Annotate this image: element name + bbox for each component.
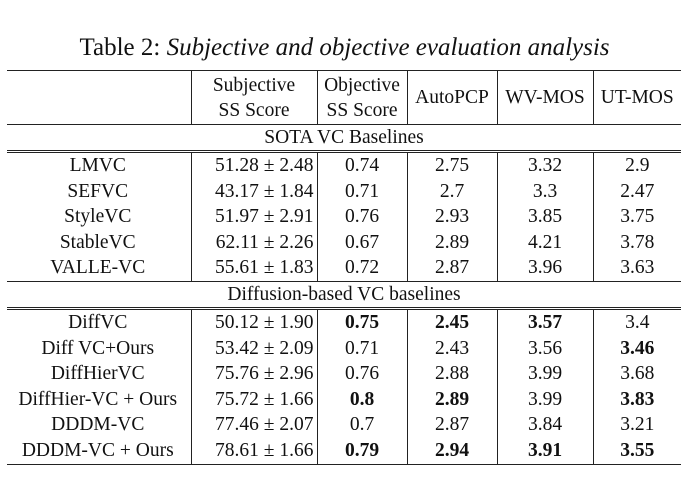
column-header: UT-MOS bbox=[592, 70, 681, 125]
value-cell: 2.75 bbox=[406, 149, 497, 179]
method-name-cell: StyleVC bbox=[64, 206, 132, 228]
value-cell: 3.96 bbox=[496, 255, 593, 282]
method-name-cell: DiffHier-VC + Ours bbox=[18, 388, 178, 410]
caption-title: Subjective and objective evaluation anal… bbox=[166, 34, 610, 61]
method-name-cell: DDDM-VC bbox=[51, 414, 145, 436]
value-cell: 50.12 ± 1.90 bbox=[190, 306, 317, 336]
method-name-cell: LMVC bbox=[7, 149, 191, 179]
value-cell: 2.87 bbox=[406, 255, 497, 282]
value-cell: 3.68 bbox=[592, 361, 681, 387]
table-row: VALLE-VC 55.61 ± 1.83 0.72 2.87 3.96 3.63 bbox=[7, 255, 681, 282]
method-name-cell: SEFVC bbox=[67, 180, 129, 202]
value-cell: 2.93 bbox=[406, 204, 497, 230]
value-cell: 43.17 ± 1.84 bbox=[190, 178, 317, 205]
column-header: Subjective SS Score bbox=[190, 70, 317, 125]
value-cell: 62.11 ± 2.26 bbox=[190, 229, 317, 256]
value-cell: 75.72 ± 1.66 bbox=[190, 386, 317, 413]
column-header: AutoPCP bbox=[406, 70, 497, 125]
value-cell: 3.3 bbox=[496, 178, 593, 205]
value-cell: 0.75 bbox=[316, 306, 407, 336]
results-table: Subjective SS Score Objective SS Score AutoP… bbox=[7, 70, 681, 465]
value-cell: 2.9 bbox=[592, 149, 681, 179]
value-cell: 3.4 bbox=[592, 306, 681, 336]
value-cell: 2.88 bbox=[406, 361, 497, 387]
value-cell: 0.71 bbox=[316, 178, 407, 205]
value-cell: 3.85 bbox=[496, 204, 593, 230]
section-row: SOTA VC Baselines bbox=[7, 124, 681, 152]
value-cell: 53.42 ± 2.09 bbox=[190, 335, 317, 362]
table-row: DiffHierVC 75.76 ± 2.96 0.76 2.88 3.99 3.68 bbox=[7, 361, 681, 387]
results-table-body: Subjective SS Score Objective SS Score AutoP… bbox=[7, 70, 681, 465]
value-cell: 3.46 bbox=[592, 335, 681, 362]
value-cell: 51.28 ± 2.48 bbox=[190, 149, 317, 179]
value-cell: 0.76 bbox=[316, 204, 407, 230]
value-cell: 3.32 bbox=[496, 149, 593, 179]
value-cell: 51.97 ± 2.91 bbox=[190, 204, 317, 230]
table-row: StableVC 62.11 ± 2.26 0.67 2.89 4.21 3.78 bbox=[7, 229, 681, 256]
value-cell: 2.45 bbox=[406, 306, 497, 336]
value-cell: 0.7 bbox=[316, 412, 407, 438]
value-cell: 2.7 bbox=[406, 178, 497, 205]
value-cell: 3.99 bbox=[496, 361, 593, 387]
table-row: Diff VC+Ours 53.42 ± 2.09 0.71 2.43 3.56 3.46 bbox=[7, 335, 681, 362]
table-row: StyleVC 51.97 ± 2.91 0.76 2.93 3.85 3.75 bbox=[7, 204, 681, 230]
value-cell: 0.8 bbox=[316, 386, 407, 413]
value-cell: 78.61 ± 1.66 bbox=[190, 437, 317, 465]
value-cell: 2.43 bbox=[406, 335, 497, 362]
value-cell: 3.57 bbox=[496, 306, 593, 336]
table-row: DiffVC 50.12 ± 1.90 0.75 2.45 3.57 3.4 bbox=[7, 306, 681, 336]
section-title: SOTA VC Baselines bbox=[7, 124, 681, 152]
table-row: DiffHier-VC + Ours 75.72 ± 1.66 0.8 2.89 3.9… bbox=[7, 386, 681, 413]
value-cell: 3.63 bbox=[592, 255, 681, 282]
value-cell: 0.74 bbox=[316, 149, 407, 179]
value-cell: 0.72 bbox=[316, 255, 407, 282]
value-cell: 3.99 bbox=[496, 386, 593, 413]
value-cell: 2.94 bbox=[406, 437, 497, 465]
section-row: Diffusion-based VC baselines bbox=[7, 280, 681, 309]
method-name-cell: DDDM-VC + Ours bbox=[7, 437, 191, 465]
value-cell: 3.21 bbox=[592, 412, 681, 438]
column-header: Objective SS Score bbox=[316, 70, 407, 125]
method-name-cell: StableVC bbox=[59, 231, 136, 253]
value-cell: 2.47 bbox=[592, 178, 681, 205]
table-header-row: Subjective SS Score Objective SS Score AutoP… bbox=[7, 70, 681, 125]
method-name-cell: VALLE-VC bbox=[50, 257, 146, 279]
section-title: Diffusion-based VC baselines bbox=[7, 280, 681, 309]
caption-label: Table 2: bbox=[79, 34, 161, 61]
value-cell: 2.89 bbox=[406, 386, 497, 413]
value-cell: 3.55 bbox=[592, 437, 681, 465]
value-cell: 3.91 bbox=[496, 437, 593, 465]
value-cell: 2.89 bbox=[406, 229, 497, 256]
value-cell: 77.46 ± 2.07 bbox=[190, 412, 317, 438]
value-cell: 75.76 ± 2.96 bbox=[190, 361, 317, 387]
table-caption: Table 2: Subjective and objective evalua… bbox=[0, 30, 689, 66]
table-row: SEFVC 43.17 ± 1.84 0.71 2.7 3.3 2.47 bbox=[7, 178, 681, 205]
value-cell: 0.76 bbox=[316, 361, 407, 387]
value-cell: 3.56 bbox=[496, 335, 593, 362]
value-cell: 3.75 bbox=[592, 204, 681, 230]
column-header: WV-MOS bbox=[496, 70, 593, 125]
value-cell: 0.71 bbox=[316, 335, 407, 362]
value-cell: 0.79 bbox=[316, 437, 407, 465]
table-row: DDDM-VC 77.46 ± 2.07 0.7 2.87 3.84 3.21 bbox=[7, 412, 681, 438]
value-cell: 3.78 bbox=[592, 229, 681, 256]
method-name-cell: DiffHierVC bbox=[50, 363, 145, 385]
value-cell: 2.87 bbox=[406, 412, 497, 438]
value-cell: 3.84 bbox=[496, 412, 593, 438]
table-row: DDDM-VC + Ours 78.61 ± 1.66 0.79 2.94 3.91 3.… bbox=[7, 437, 681, 465]
value-cell: 4.21 bbox=[496, 229, 593, 256]
column-header bbox=[7, 70, 191, 125]
value-cell: 0.67 bbox=[316, 229, 407, 256]
method-name-cell: DiffVC bbox=[7, 306, 191, 336]
method-name-cell: Diff VC+Ours bbox=[41, 337, 155, 359]
value-cell: 55.61 ± 1.83 bbox=[190, 255, 317, 282]
value-cell: 3.83 bbox=[592, 386, 681, 413]
table-row: LMVC 51.28 ± 2.48 0.74 2.75 3.32 2.9 bbox=[7, 149, 681, 179]
